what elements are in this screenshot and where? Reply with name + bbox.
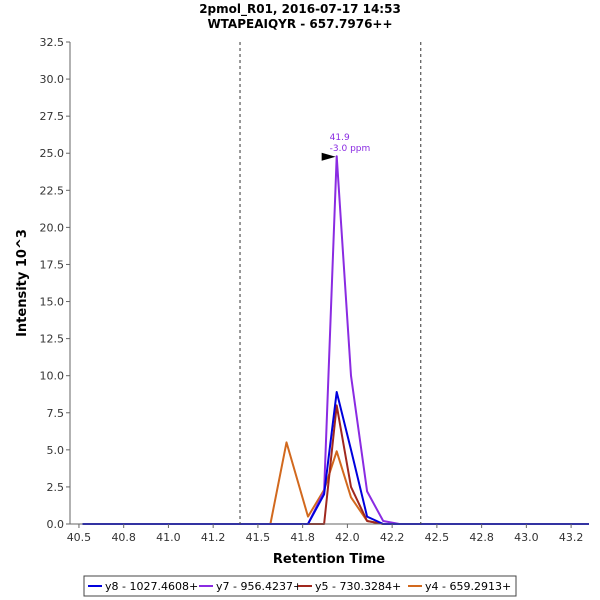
peak-rt-label: 41.9	[330, 133, 350, 143]
x-tick-label: 42.2	[380, 531, 405, 544]
peak-ppm-label: -3.0 ppm	[330, 144, 371, 154]
y-tick-label: 20.0	[40, 221, 65, 234]
y-tick-label: 7.5	[47, 407, 65, 420]
y-tick-label: 0.0	[47, 518, 65, 531]
peak-marker-arrow	[321, 152, 336, 161]
y-tick-label: 22.5	[40, 184, 65, 197]
chart-subtitle: WTAPEAIQYR - 657.7976++	[207, 17, 392, 31]
legend-label-1: y8 - 1027.4608+	[105, 580, 198, 593]
x-tick-label: 42.8	[469, 531, 494, 544]
x-tick-label: 42.0	[335, 531, 360, 544]
legend-label-3: y5 - 730.3284+	[315, 580, 401, 593]
x-axis-title: Retention Time	[273, 552, 385, 567]
y-tick-label: 17.5	[40, 258, 65, 271]
x-tick-label: 41.0	[156, 531, 181, 544]
y-axis-title: Intensity 10^3	[15, 229, 30, 337]
x-tick-label: 41.2	[201, 531, 226, 544]
x-tick-label: 42.5	[425, 531, 450, 544]
y-tick-label: 27.5	[40, 110, 65, 123]
y-tick-label: 25.0	[40, 147, 65, 160]
y-tick-label: 12.5	[40, 333, 65, 346]
x-tick-label: 43.0	[514, 531, 539, 544]
chart-title: 2pmol_R01, 2016-07-17 14:53	[199, 2, 401, 17]
legend-label-2: y7 - 956.4237+	[216, 580, 302, 593]
legend-label-4: y4 - 659.2913+	[425, 580, 511, 593]
x-tick-label: 41.8	[290, 531, 315, 544]
x-tick-label: 40.8	[111, 531, 136, 544]
x-tick-label: 40.5	[67, 531, 92, 544]
y-tick-label: 30.0	[40, 73, 65, 86]
y-tick-label: 2.5	[47, 481, 65, 494]
x-tick-label: 41.5	[246, 531, 271, 544]
y-tick-label: 15.0	[40, 296, 65, 309]
y-tick-label: 32.5	[40, 36, 65, 49]
y-tick-label: 5.0	[47, 444, 65, 457]
x-tick-label: 43.2	[559, 531, 584, 544]
y-tick-label: 10.0	[40, 370, 65, 383]
